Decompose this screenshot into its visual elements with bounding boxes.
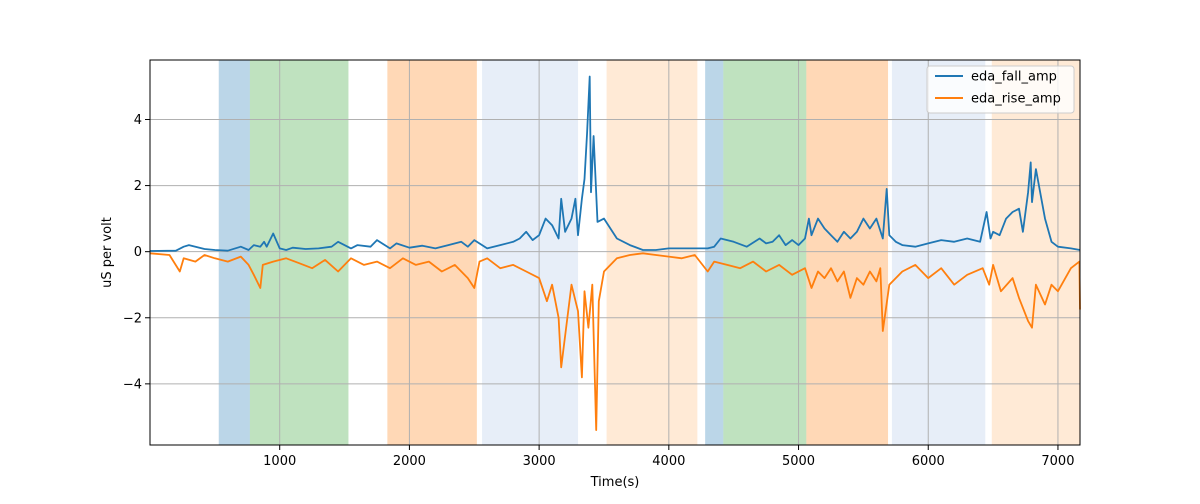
x-tick-label: 2000 — [393, 454, 426, 469]
legend-box — [926, 65, 1075, 114]
shaded-region-9 — [991, 60, 1080, 445]
x-tick-label: 4000 — [652, 454, 685, 469]
shaded-region-1 — [249, 60, 349, 445]
y-tick-label: 2 — [134, 179, 142, 194]
x-tick-label: 6000 — [912, 454, 945, 469]
grid-lines — [150, 60, 1080, 445]
x-tick-label: 7000 — [1041, 454, 1074, 469]
series-line-eda-fall-amp — [149, 75, 1081, 252]
legend-label: eda_fall_amp — [971, 70, 1057, 85]
y-tick-label: 0 — [134, 245, 142, 260]
shaded-region-5 — [705, 60, 724, 445]
x-tick-label: 1000 — [263, 454, 296, 469]
shaded-region-8 — [891, 60, 986, 445]
y-tick-label: 4 — [134, 113, 142, 128]
shaded-region-6 — [723, 60, 807, 445]
y-tick-label: −2 — [123, 311, 142, 326]
y-axis-ticks: −4 −2 0 2 4 — [123, 113, 150, 392]
shaded-region-3 — [482, 60, 579, 445]
x-tick-label: 5000 — [782, 454, 815, 469]
shaded-region-0 — [218, 60, 250, 445]
x-tick-label: 3000 — [523, 454, 556, 469]
series-lines — [149, 75, 1081, 432]
x-axis-ticks: 1000 2000 3000 4000 5000 6000 7000 — [263, 445, 1074, 469]
shaded-region-7 — [806, 60, 889, 445]
y-axis-label: uS per volt — [100, 217, 115, 288]
legend-label: eda_rise_amp — [971, 92, 1061, 107]
legend-item-eda-rise-amp: eda_rise_amp — [935, 92, 1061, 107]
legend-item-eda-fall-amp: eda_fall_amp — [935, 70, 1057, 85]
x-axis-label: Time(s) — [590, 475, 640, 490]
legend: eda_fall_amp eda_rise_amp — [926, 65, 1075, 114]
shaded-region-2 — [387, 60, 477, 445]
shaded-regions — [218, 60, 1080, 445]
shaded-region-4 — [606, 60, 698, 445]
plot-frame — [149, 59, 1081, 446]
series-line-eda-rise-amp — [149, 252, 1081, 432]
y-tick-label: −4 — [123, 377, 142, 392]
